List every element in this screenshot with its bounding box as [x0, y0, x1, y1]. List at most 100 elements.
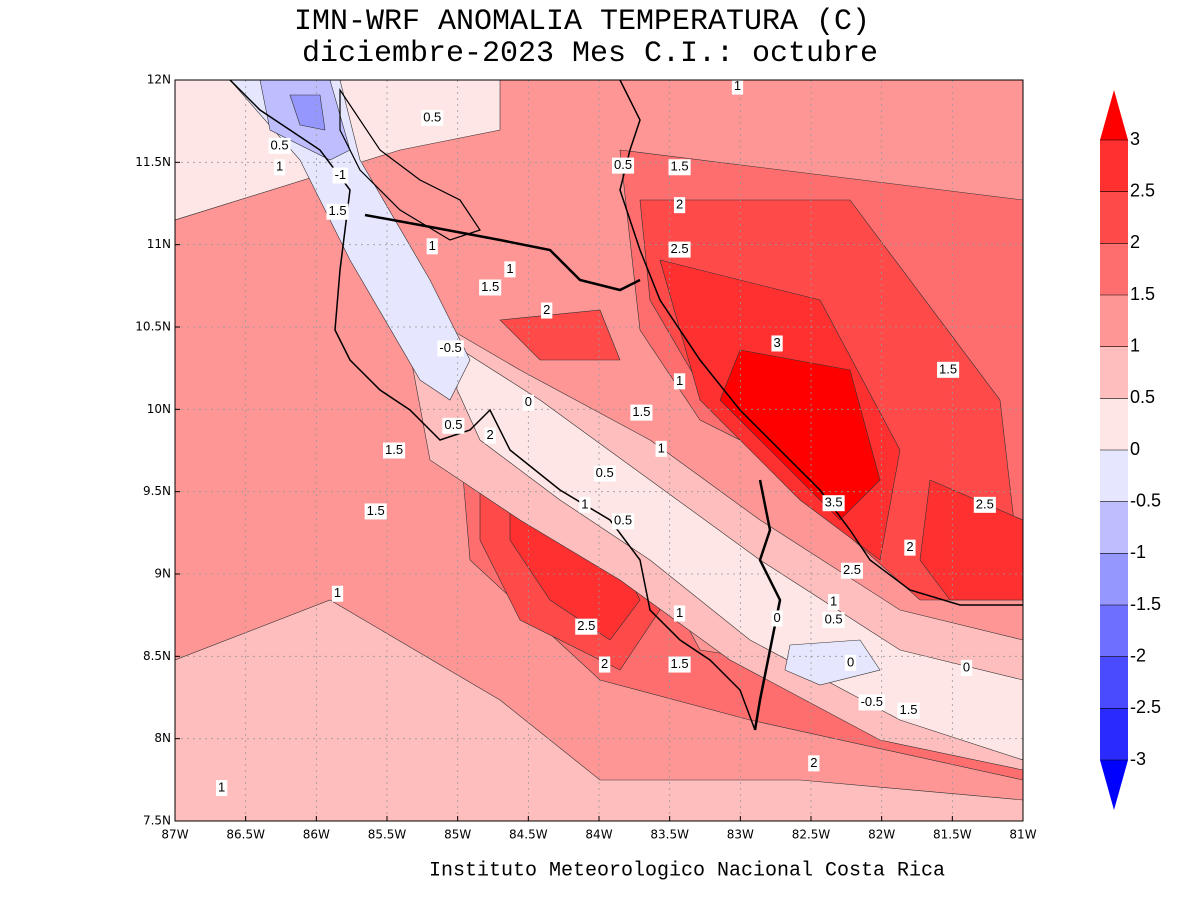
contour-label: 1: [734, 78, 741, 93]
contour-label-box: [442, 417, 465, 434]
contour-label-box: [421, 109, 444, 126]
subtitle: diciembre-2023 Mes C.I.: octubre: [302, 37, 878, 71]
contour-label-box: [630, 404, 653, 421]
contour-label-box: [858, 694, 885, 711]
contour-label: 1.5: [328, 203, 346, 218]
contour-label-box: [673, 373, 686, 390]
anomaly-region: [289, 94, 326, 131]
contour-label-box: [844, 654, 857, 671]
contour-label: 1: [830, 593, 837, 608]
border: [753, 479, 782, 731]
contour-label-box: [611, 513, 635, 530]
contour-label-box: [575, 618, 598, 635]
title: IMN-WRF ANOMALIA TEMPERATURA (C): [294, 5, 870, 39]
contour-label: 3.5: [825, 495, 843, 510]
anomaly-region: [919, 479, 1023, 601]
lake: [339, 88, 481, 241]
colorbar-label: 1.5: [1130, 284, 1155, 304]
y-tick-label: 12N: [147, 73, 171, 87]
colorbar-cell: [1100, 656, 1128, 709]
contour-label: 1: [676, 605, 683, 620]
contour-label: 2: [601, 656, 608, 671]
contour-label: 1.5: [632, 404, 650, 419]
contour-label-box: [332, 167, 349, 184]
contour-label-box: [673, 197, 686, 214]
contour-label: 0: [525, 394, 532, 409]
y-tick-label: 10N: [147, 402, 171, 416]
contour-label: 2.5: [671, 241, 689, 256]
contour-label: 0.5: [444, 417, 462, 432]
contour-label-box: [897, 702, 920, 719]
contour-label-box: [904, 539, 916, 556]
contour-label: 0.5: [423, 109, 441, 124]
colorbar-label: 1: [1130, 335, 1140, 355]
contour-label: 1: [676, 373, 683, 388]
contour-label: 1: [334, 585, 341, 600]
contour-label: 2: [487, 427, 494, 442]
colorbar: -3 -2.5 -2 -1.5 -1 -0.5 0 0.5 1 1.5 2 2.5 3: [1100, 90, 1161, 810]
colorbar-cell: [1100, 191, 1128, 244]
contour-label-box: [273, 159, 286, 176]
colorbar-label: -1.5: [1130, 594, 1161, 614]
x-tick-label: 83.5W: [650, 828, 689, 842]
y-tick-label: 8N: [154, 731, 171, 745]
contour-label: 1: [276, 159, 283, 174]
contour-label: 2: [810, 755, 817, 770]
contour-label: 0: [773, 610, 780, 625]
y-tick-label: 11N: [147, 237, 171, 251]
colorbar-cell: [1100, 398, 1128, 450]
contour-label-box: [426, 238, 438, 255]
contour-label: 0: [847, 654, 854, 669]
x-tick-label: 85W: [444, 828, 471, 842]
contour-label: 2: [906, 539, 913, 554]
contour-label-box: [437, 340, 464, 357]
contour-label: 1.5: [939, 361, 957, 376]
colorbar-cell: [1100, 140, 1128, 192]
footer: Instituto Meteorologico Nacional Costa R…: [429, 859, 945, 882]
contour-label: 2: [543, 302, 550, 317]
colorbar-cell: [1100, 295, 1128, 347]
y-tick-label: 7.5N: [143, 814, 171, 828]
colorbar-label: -0.5: [1130, 490, 1161, 510]
contour-label-box: [673, 605, 686, 622]
anomaly-region: [229, 80, 471, 401]
contour-label: 0.5: [614, 157, 632, 172]
colorbar-label: -2: [1130, 645, 1146, 665]
border: [364, 213, 641, 292]
y-tick-label: 9.5N: [143, 484, 171, 498]
x-tick-label: 84.5W: [509, 828, 548, 842]
anomaly-region: [429, 329, 1023, 761]
anomaly-region: [719, 349, 881, 521]
x-tick-label: 81W: [1009, 828, 1036, 842]
colorbar-cell: [1100, 605, 1128, 657]
x-tick-label: 82.5W: [792, 828, 831, 842]
x-tick-label: 83W: [727, 828, 754, 842]
contour-label: 1.5: [671, 159, 689, 174]
contour-labels: 1 0.5 0.5 1 -1 1.5 0.5 1.5 2 2.5 1 1 1.5 2 -0.5 3 1 1.5 0 1…: [216, 78, 996, 797]
contour-label-box: [655, 440, 667, 457]
contour-label: 1: [429, 238, 436, 253]
y-tick-label: 11.5N: [135, 155, 171, 169]
colorbar-label: -1: [1130, 542, 1146, 562]
contour-label-box: [771, 335, 783, 352]
grid: 87W 86.5W 86W 85.5W 85W 84.5W 84W 83.5W 83W 82.5W…: [135, 73, 1036, 842]
colorbar-label: -2.5: [1130, 697, 1161, 717]
contour-label-box: [541, 302, 553, 319]
colorbar-label: 2.5: [1130, 180, 1155, 200]
contour-label: -0.5: [439, 340, 461, 355]
colorbar-cell: [1100, 346, 1128, 399]
contour-label: 1.5: [671, 656, 689, 671]
colorbar-arrow: [1100, 760, 1128, 810]
contour-label: 1: [506, 261, 513, 276]
colorbar-cell: [1100, 450, 1128, 502]
colorbar-label: 3: [1130, 129, 1140, 149]
contour-label: 1.5: [481, 279, 499, 294]
contour-label-box: [479, 279, 502, 296]
contour-label-box: [268, 137, 291, 154]
contour-label-box: [827, 593, 840, 610]
contour-label: 1: [658, 440, 665, 455]
contour-label-box: [822, 612, 845, 629]
contour-label: -1: [335, 167, 347, 182]
contour-label: 2: [676, 197, 683, 212]
